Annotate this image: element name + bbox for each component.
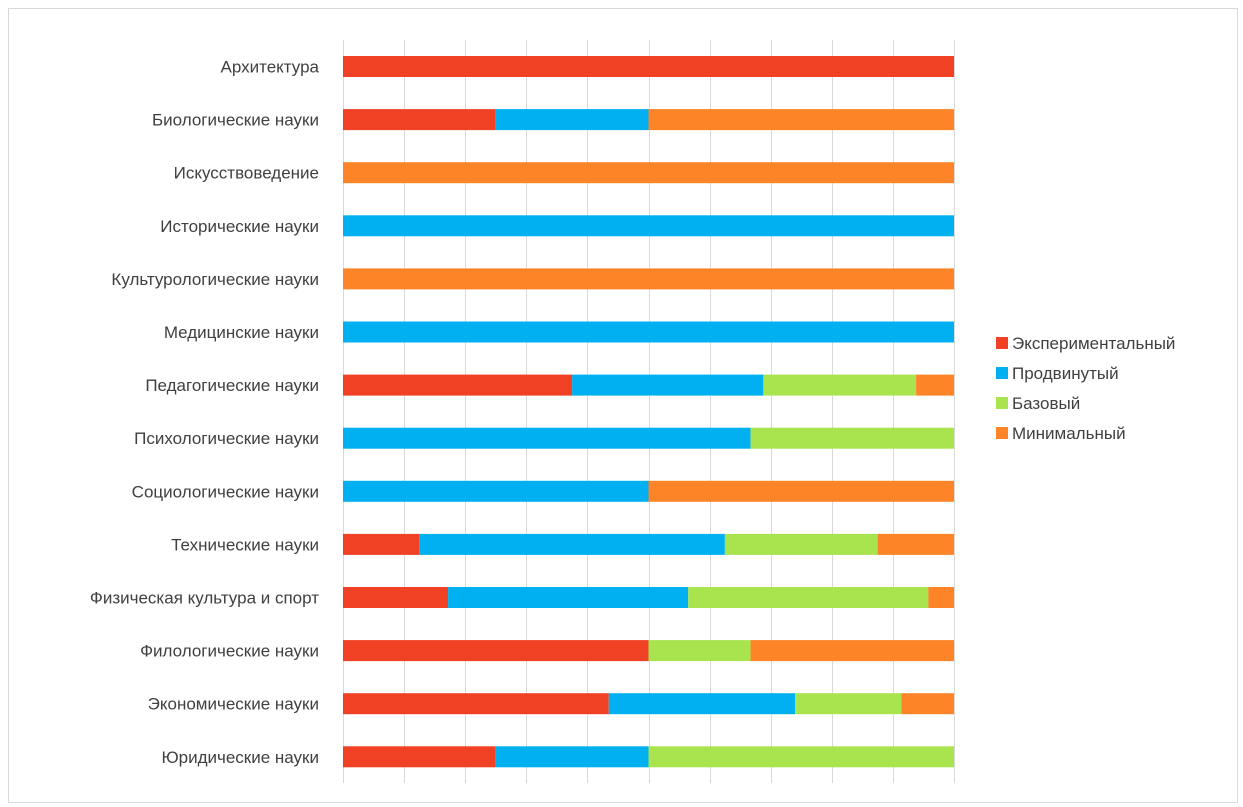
bar-segment [343, 162, 954, 184]
bar-segment [648, 640, 751, 662]
category-label: Экономические науки [148, 695, 319, 714]
category-label: Исторические науки [160, 217, 319, 236]
bar-segment [343, 427, 751, 449]
category-label: Социологические науки [132, 482, 319, 501]
bar-segment [343, 374, 573, 396]
category-label: Психологические науки [134, 429, 319, 448]
bar-segment [750, 427, 954, 449]
chart-area [8, 8, 1238, 803]
bar-segment [608, 693, 796, 715]
legend-label: Продвинутый [1012, 364, 1119, 383]
bar-segment [343, 480, 649, 502]
bar-segment [343, 640, 649, 662]
category-label: Технические науки [171, 535, 319, 554]
legend-swatch [996, 427, 1008, 439]
category-label: Филологические науки [140, 642, 319, 661]
bar-segment [795, 693, 902, 715]
category-label: Биологические науки [152, 111, 319, 130]
category-label: Юридические науки [161, 748, 319, 767]
bar-segment [343, 109, 496, 131]
bar-segment [572, 374, 764, 396]
bar-segment [877, 533, 954, 555]
bar-segment [343, 746, 496, 768]
bar-segment [343, 56, 954, 77]
legend-swatch [996, 367, 1008, 379]
bar-segment [343, 268, 954, 290]
bar-series [343, 56, 954, 768]
bar-segment [495, 746, 649, 768]
legend-swatch [996, 337, 1008, 349]
category-label: Педагогические науки [145, 376, 319, 395]
gridlines [343, 40, 955, 783]
category-label: Архитектура [221, 58, 320, 77]
bar-segment [648, 746, 954, 768]
bar-segment [901, 693, 954, 715]
bar-segment [343, 693, 609, 715]
bar-segment [916, 374, 954, 396]
bar-segment [419, 533, 725, 555]
category-label: Физическая культура и спорт [90, 589, 319, 608]
bar-segment [343, 587, 449, 608]
legend-label: Минимальный [1012, 424, 1126, 443]
bar-segment [688, 587, 929, 608]
bar-segment [928, 587, 954, 608]
category-label: Искусствоведение [174, 164, 319, 183]
category-labels: Архитектура Биологические науки Искусствов… [90, 58, 320, 767]
bar-segment [343, 321, 954, 343]
bar-segment [724, 533, 878, 555]
bar-segment [448, 587, 689, 608]
bar-segment [495, 109, 649, 131]
bar-segment [750, 640, 954, 662]
bar-segment [763, 374, 917, 396]
legend: Экспериментальный Продвинутый Базовый Миним… [996, 334, 1175, 443]
category-label: Медицинские науки [164, 323, 319, 342]
category-label: Культурологические науки [111, 270, 319, 289]
bar-segment [648, 109, 954, 131]
legend-label: Экспериментальный [1012, 334, 1175, 353]
legend-swatch [996, 397, 1008, 409]
bar-segment [648, 480, 954, 502]
bar-segment [343, 215, 954, 237]
legend-label: Базовый [1012, 394, 1080, 413]
bar-segment [343, 533, 420, 555]
